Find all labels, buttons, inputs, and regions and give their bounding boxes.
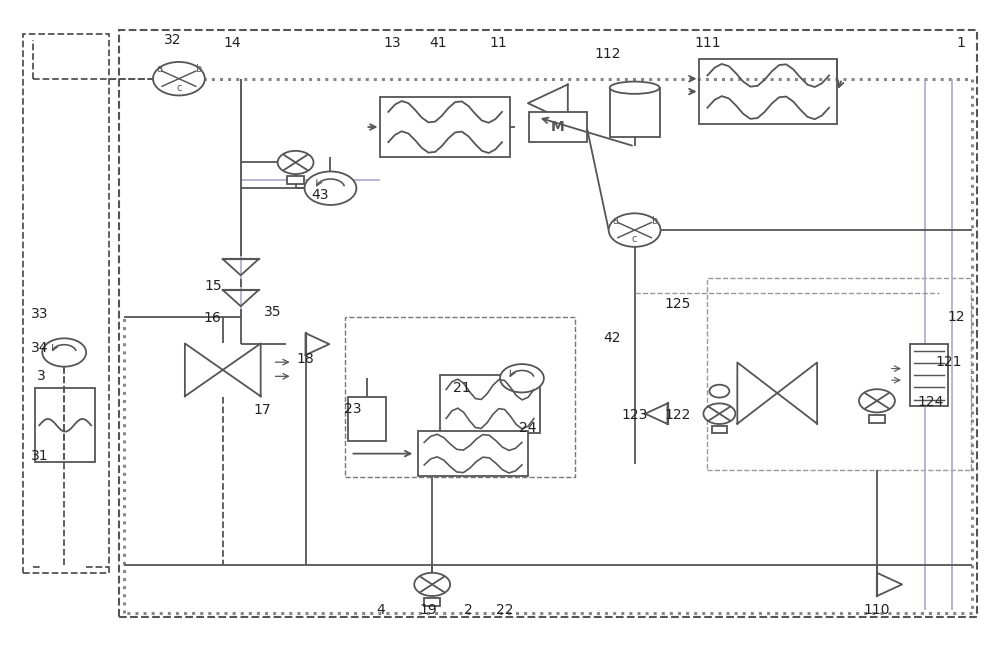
Text: c: c — [632, 234, 637, 245]
Bar — [348, 397, 386, 441]
Circle shape — [305, 171, 356, 205]
Text: c: c — [176, 83, 182, 93]
Bar — [610, 88, 660, 137]
Bar — [35, 388, 95, 462]
Circle shape — [500, 364, 544, 393]
Text: 31: 31 — [30, 448, 48, 463]
Text: 19: 19 — [419, 603, 437, 617]
Bar — [440, 375, 540, 433]
Text: 110: 110 — [864, 603, 890, 617]
Bar — [23, 34, 109, 573]
Text: 123: 123 — [621, 408, 648, 422]
Bar — [287, 177, 304, 184]
Polygon shape — [737, 362, 777, 424]
Text: 23: 23 — [344, 402, 361, 415]
Circle shape — [278, 151, 314, 174]
Text: 35: 35 — [264, 305, 281, 319]
Text: 15: 15 — [204, 279, 222, 293]
Text: 112: 112 — [594, 47, 621, 61]
Text: 124: 124 — [918, 395, 944, 409]
Bar — [418, 431, 528, 476]
Bar — [707, 278, 971, 470]
Ellipse shape — [610, 82, 660, 94]
Text: 121: 121 — [935, 355, 962, 369]
Text: 33: 33 — [31, 307, 48, 321]
Polygon shape — [223, 344, 261, 397]
Text: 125: 125 — [664, 297, 691, 311]
Text: 4: 4 — [376, 603, 385, 617]
Text: 2: 2 — [464, 603, 472, 617]
Text: 34: 34 — [31, 341, 48, 355]
Text: b: b — [651, 216, 657, 226]
Text: 43: 43 — [312, 188, 329, 202]
Text: 42: 42 — [603, 331, 620, 345]
Text: 3: 3 — [37, 369, 46, 383]
Bar — [712, 426, 727, 433]
Text: M: M — [551, 120, 565, 134]
Bar — [424, 598, 440, 606]
Bar — [699, 60, 837, 124]
Bar — [869, 415, 885, 423]
Circle shape — [153, 62, 205, 96]
Text: 13: 13 — [383, 36, 401, 50]
Text: 11: 11 — [489, 36, 507, 50]
Polygon shape — [528, 85, 568, 122]
Text: a: a — [612, 216, 618, 226]
Text: 111: 111 — [694, 36, 721, 50]
Text: a: a — [156, 65, 162, 74]
Bar — [910, 344, 948, 406]
Circle shape — [859, 389, 895, 412]
Text: 18: 18 — [297, 352, 314, 366]
Text: 41: 41 — [429, 36, 447, 50]
Text: 24: 24 — [519, 421, 537, 435]
Text: 22: 22 — [496, 603, 514, 617]
Text: 16: 16 — [204, 311, 222, 325]
Polygon shape — [777, 362, 817, 424]
Text: 32: 32 — [164, 33, 182, 47]
Text: b: b — [195, 65, 201, 74]
Bar — [345, 317, 575, 477]
Circle shape — [42, 338, 86, 367]
Text: 12: 12 — [948, 310, 966, 324]
Text: 122: 122 — [664, 408, 691, 422]
Text: 17: 17 — [254, 404, 271, 417]
Bar — [529, 111, 587, 142]
Circle shape — [709, 385, 729, 398]
Circle shape — [609, 214, 661, 247]
Polygon shape — [185, 344, 223, 397]
Bar — [380, 97, 510, 157]
Bar — [119, 30, 977, 617]
Text: 14: 14 — [224, 36, 242, 50]
Text: 1: 1 — [956, 36, 965, 50]
Circle shape — [414, 573, 450, 596]
Text: 21: 21 — [453, 381, 471, 395]
Circle shape — [703, 403, 735, 424]
